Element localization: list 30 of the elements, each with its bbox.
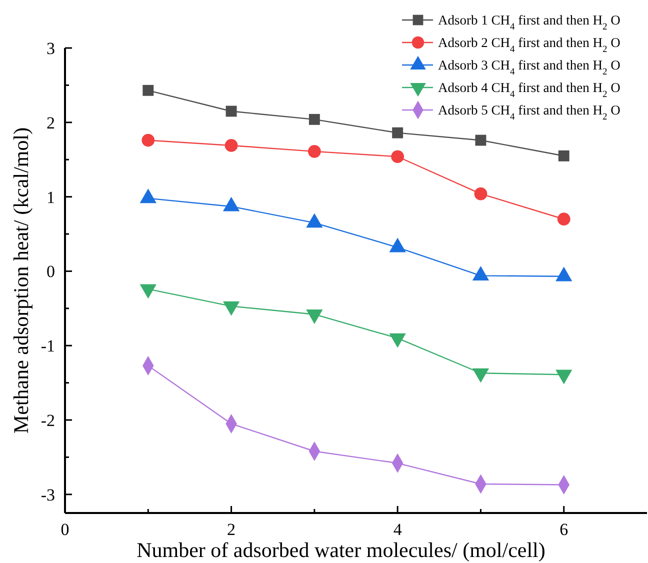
y-tick-label: 0 <box>46 262 55 282</box>
point <box>142 134 155 147</box>
legend-label: Adsorb 5 CH$_{4}$ first and then H$_{2}$O <box>438 102 621 123</box>
y-axis-title: Methane adsorption heat/ (kcal/mol) <box>9 127 33 434</box>
x-tick-label: 0 <box>60 520 70 539</box>
legend-label: Adsorb 1 CH$_{4}$ first and then H$_{2}$O <box>438 12 621 33</box>
point <box>392 127 404 138</box>
y-tick-label: -1 <box>40 336 55 356</box>
point <box>226 106 237 117</box>
y-tick-label: -2 <box>40 410 55 430</box>
point <box>475 134 486 146</box>
point <box>308 114 320 125</box>
y-tick-label: 1 <box>46 188 55 207</box>
x-tick-label: 2 <box>227 520 236 539</box>
point <box>224 139 238 152</box>
y-tick-label: 2 <box>46 113 55 132</box>
legend-label: Adsorb 3 CH$_{4}$ first and then H$_{2}$O <box>438 58 621 78</box>
legend-label: Adsorb 4 CH$_{4}$ first and then H$_{2}$O <box>438 80 621 100</box>
legend-label: Adsorb 2 CH$_{4}$ first and then H$_{2}$O <box>438 35 621 56</box>
y-tick-label: -3 <box>40 485 55 504</box>
point <box>474 187 488 200</box>
point <box>308 144 321 158</box>
point <box>391 150 404 164</box>
x-tick-label: 6 <box>560 520 568 539</box>
point <box>142 84 154 96</box>
x-tick-label: 4 <box>393 520 402 539</box>
y-tick-label: 3 <box>46 38 55 58</box>
x-axis-title: Number of adsorbed water molecules/ (mol/cell) <box>136 538 546 562</box>
point <box>557 212 570 226</box>
point <box>558 150 570 162</box>
